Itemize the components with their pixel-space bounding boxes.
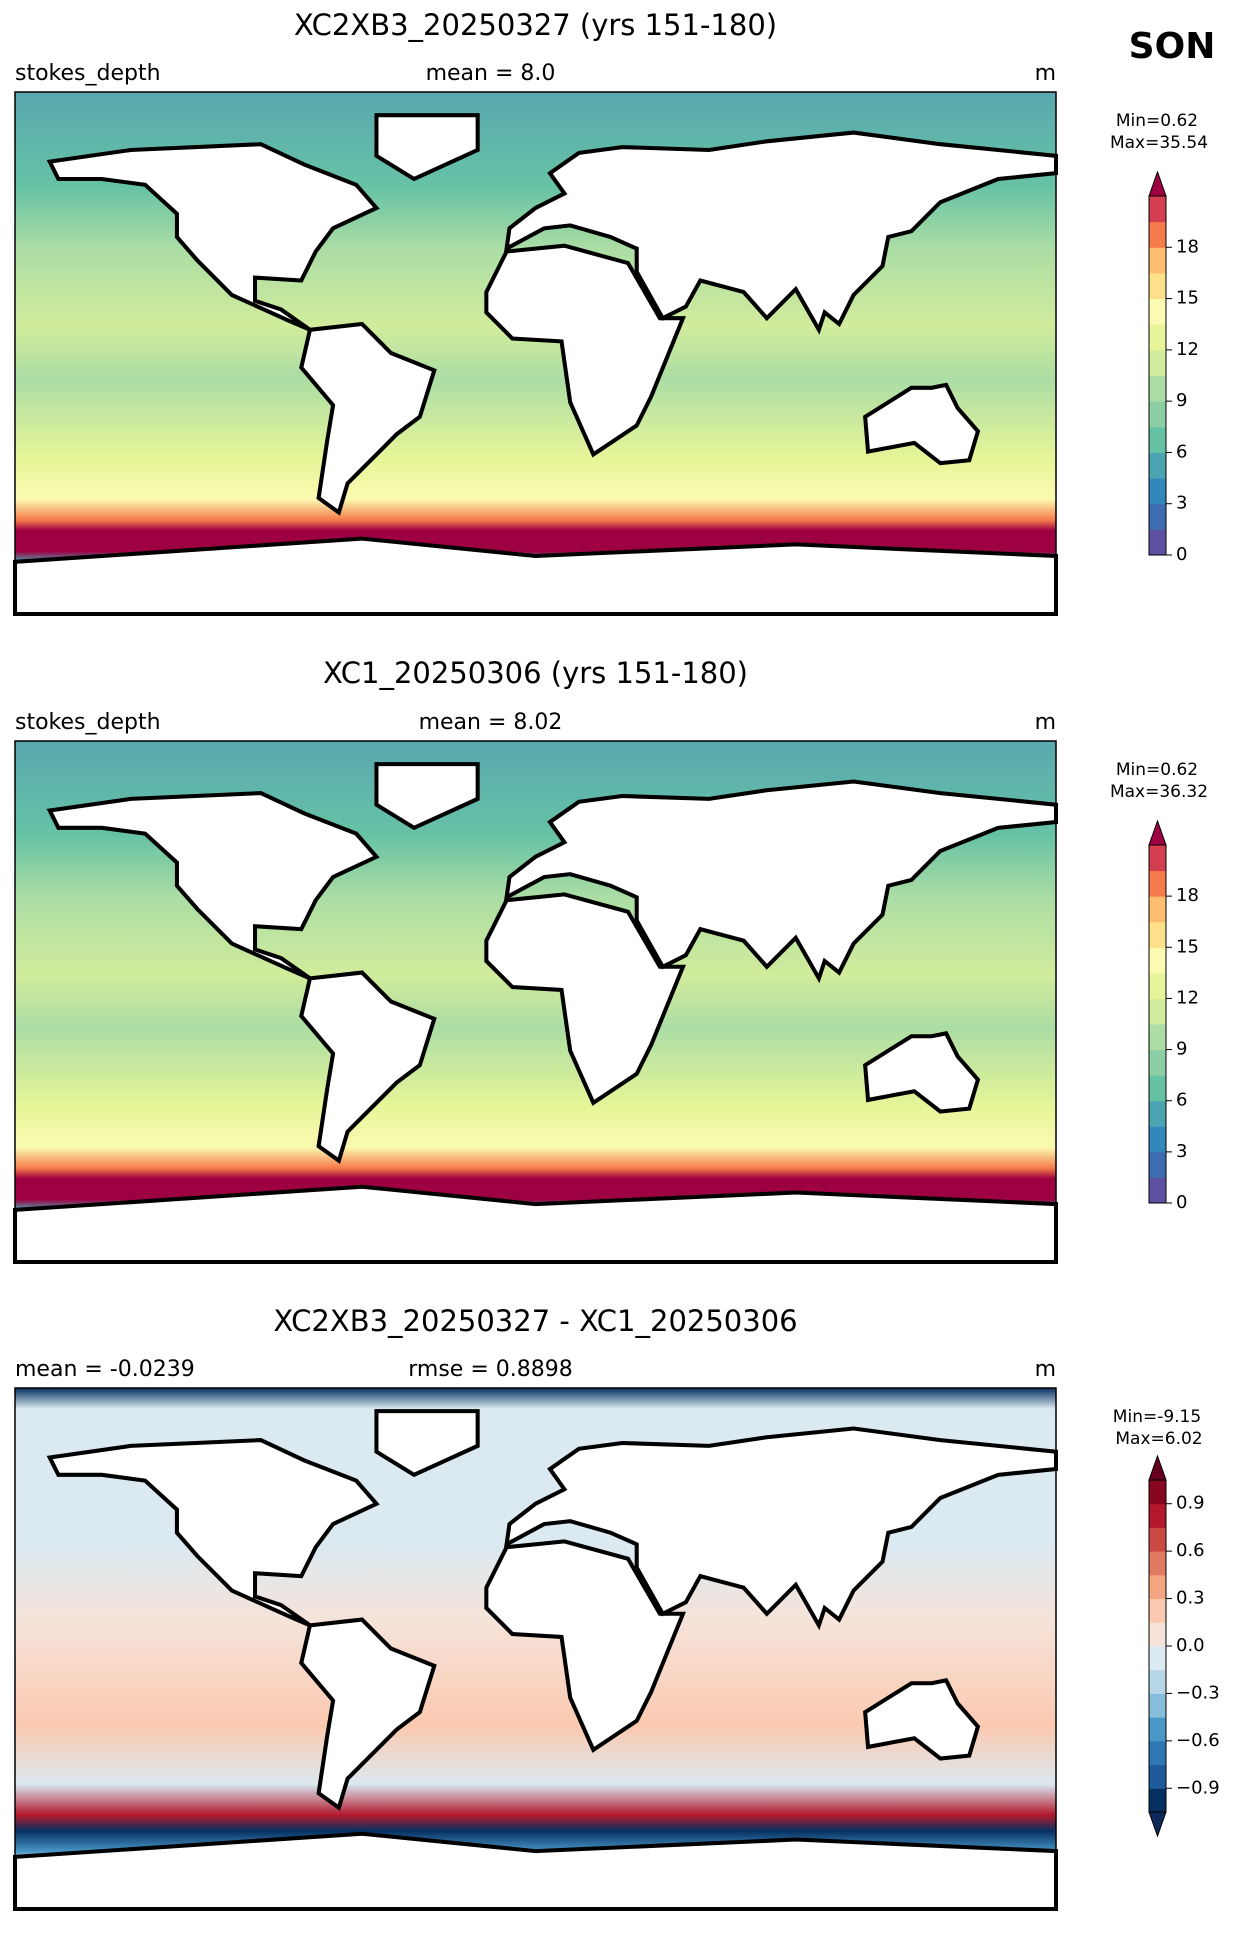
min-label: Min=0.62 (1116, 760, 1198, 780)
colorbar-tick-label: −0.9 (1176, 1777, 1220, 1798)
colorbar-bin (1149, 426, 1166, 453)
colorbar-bin (1149, 1049, 1166, 1076)
colorbar-bin (1149, 452, 1166, 479)
max-label: Max=36.32 (1110, 782, 1208, 802)
center-label: mean = 8.02 (419, 710, 563, 735)
colorbar-bin (1149, 1669, 1166, 1694)
colorbar-bin (1149, 1717, 1166, 1742)
colorbar-bin (1149, 1574, 1166, 1600)
colorbar-tick-label: 3 (1176, 1141, 1187, 1162)
colorbar-tick-label: 0.9 (1176, 1493, 1205, 1514)
center-label: rmse = 0.8898 (408, 1357, 572, 1382)
colorbar-bin (1149, 1693, 1166, 1718)
units-label: m (1035, 1357, 1056, 1382)
colorbar-tick-label: 18 (1176, 236, 1199, 257)
colorbar-bin (1149, 375, 1166, 402)
colorbar-bin (1149, 1100, 1166, 1127)
left-label: stokes_depth (15, 61, 161, 86)
colorbar-bin (1149, 298, 1166, 325)
colorbar-bin (1149, 503, 1166, 530)
colorbar-bin (1149, 1503, 1166, 1528)
center-label: mean = 8.0 (426, 61, 556, 86)
colorbar-bin (1149, 1024, 1166, 1051)
map-frame (14, 91, 1057, 615)
colorbar-tick-label: 12 (1176, 339, 1199, 360)
panel-title: XC2XB3_20250327 (yrs 151-180) (294, 8, 777, 42)
left-label: mean = -0.0239 (15, 1357, 195, 1382)
colorbar-bin (1149, 1527, 1166, 1552)
colorbar-bin (1149, 349, 1166, 376)
colorbar-bin (1149, 401, 1166, 428)
colorbar-bin (1149, 221, 1166, 248)
colorbar-extend-max (1148, 170, 1167, 197)
colorbar-tick-label: 9 (1176, 1039, 1187, 1060)
colorbar-bin (1149, 324, 1166, 351)
colorbar-bin (1149, 1598, 1166, 1623)
colorbar-tick-label: 15 (1176, 288, 1199, 309)
colorbar-bin (1149, 972, 1166, 999)
colorbar-tick-label: 9 (1176, 390, 1187, 411)
colorbar-extend-min (1148, 1811, 1167, 1838)
map-frame (14, 1387, 1057, 1910)
colorbar-tick-label: 0 (1176, 1192, 1187, 1213)
colorbar-bin (1149, 845, 1166, 872)
colorbar-bin (1149, 1177, 1166, 1204)
units-label: m (1035, 61, 1056, 86)
colorbar-tick-label: 15 (1176, 936, 1199, 957)
colorbar-bin (1149, 196, 1166, 223)
panel-title: XC2XB3_20250327 - XC1_20250306 (273, 1304, 797, 1338)
colorbar-bin (1149, 1126, 1166, 1153)
colorbar-extend-max (1148, 1454, 1167, 1481)
colorbar-bin (1149, 1151, 1166, 1178)
colorbar-tick-label: −0.6 (1176, 1730, 1220, 1751)
colorbar-bin (1149, 1075, 1166, 1102)
colorbar-bin (1149, 1646, 1166, 1671)
colorbar-bin (1149, 478, 1166, 505)
colorbar-frame (1148, 844, 1167, 1204)
colorbar-bin (1149, 529, 1166, 556)
colorbar-tick-label: 18 (1176, 885, 1199, 906)
colorbar-bin (1149, 272, 1166, 300)
colorbar-bin (1149, 1622, 1166, 1647)
colorbar-tick-label: 6 (1176, 1090, 1187, 1111)
colorbar-tick-label: 0.3 (1176, 1588, 1205, 1609)
colorbar-bin (1149, 1551, 1166, 1576)
colorbar-frame (1148, 195, 1167, 556)
panel-title: XC1_20250306 (yrs 151-180) (323, 656, 748, 690)
colorbar-bin (1149, 1740, 1166, 1766)
max-label: Max=35.54 (1110, 133, 1208, 153)
colorbar-tick-label: 12 (1176, 987, 1199, 1008)
min-label: Min=0.62 (1116, 111, 1198, 131)
colorbar-tick-label: 3 (1176, 493, 1187, 514)
colorbar-bin (1149, 998, 1166, 1025)
colorbar-tick-label: 0 (1176, 544, 1187, 565)
colorbar-bin (1149, 247, 1166, 274)
colorbar-tick-label: −0.3 (1176, 1682, 1220, 1703)
colorbar-bin (1149, 947, 1166, 974)
season-label: SON (1129, 26, 1216, 67)
map-frame (14, 740, 1057, 1263)
colorbar-bin (1149, 1480, 1166, 1505)
units-label: m (1035, 710, 1056, 735)
max-label: Max=6.02 (1115, 1429, 1202, 1449)
colorbar-bin (1149, 1788, 1166, 1813)
min-label: Min=-9.15 (1113, 1407, 1201, 1427)
colorbar-tick-label: 6 (1176, 441, 1187, 462)
left-label: stokes_depth (15, 710, 161, 735)
colorbar-tick-label: 0.0 (1176, 1635, 1205, 1656)
colorbar-bin (1149, 870, 1166, 897)
colorbar-bin (1149, 921, 1166, 948)
colorbar-bin (1149, 1764, 1166, 1789)
colorbar-bin (1149, 896, 1166, 923)
colorbar-tick-label: 0.6 (1176, 1540, 1205, 1561)
colorbar-extend-max (1148, 819, 1167, 846)
